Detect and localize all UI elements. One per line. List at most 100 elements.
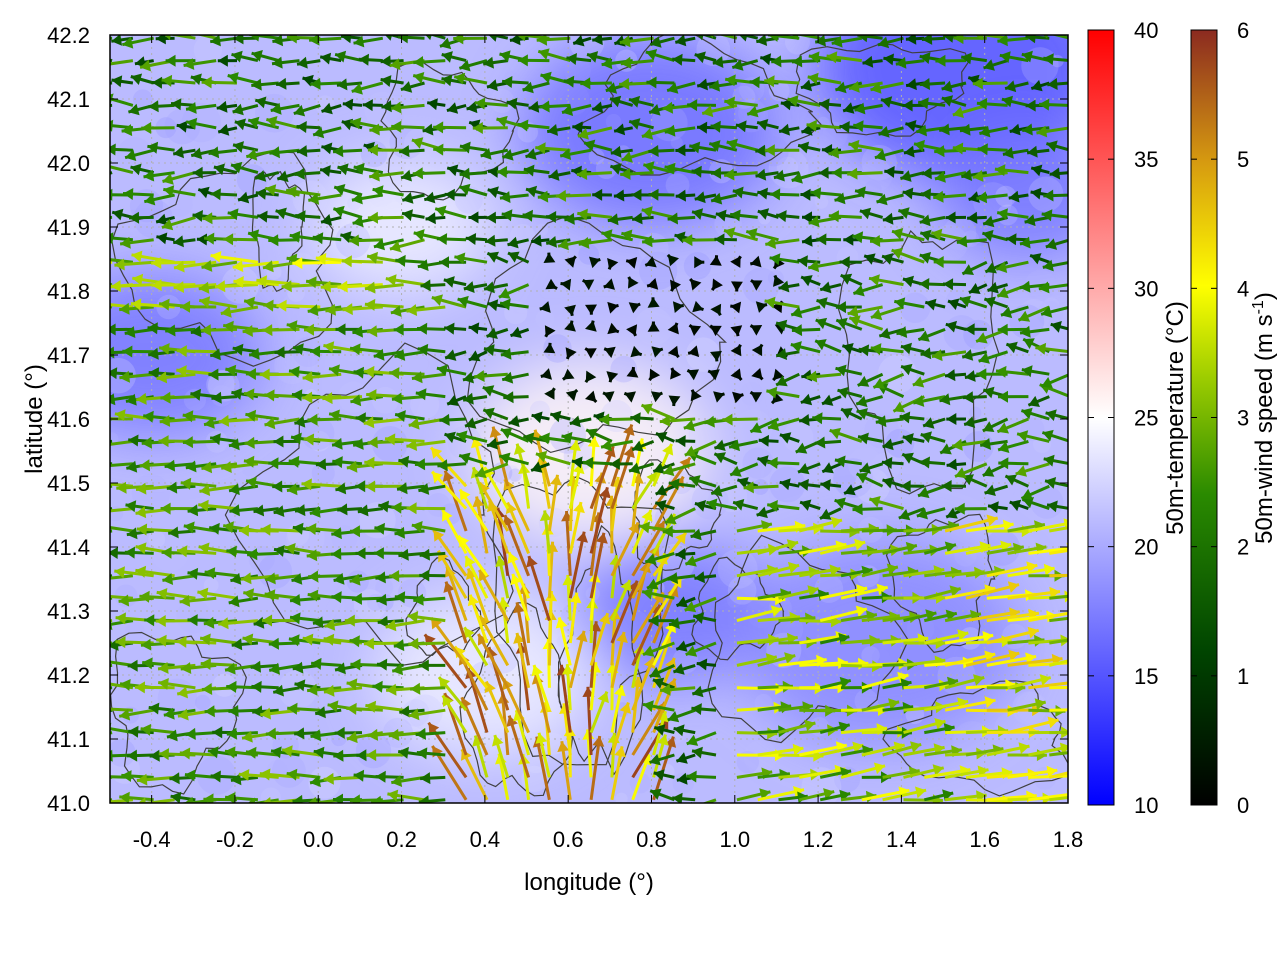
wind-arrow	[923, 789, 954, 802]
wind-arrow	[443, 276, 467, 288]
wind-arrow	[391, 775, 425, 787]
wind-arrow	[983, 296, 1009, 309]
wind-arrow	[755, 301, 768, 313]
wind-arrow	[903, 718, 946, 735]
wind-arrow	[433, 143, 467, 156]
wind-arrow	[840, 273, 863, 286]
wind-vectors	[110, 35, 1068, 803]
wind-arrow	[773, 169, 800, 182]
wind-arrow	[916, 124, 946, 137]
wind-arrow	[1049, 616, 1068, 623]
wind-arrow	[265, 727, 300, 740]
wind-arrow	[204, 567, 238, 580]
wind-arrow	[979, 125, 1008, 138]
wind-arrow	[767, 417, 800, 431]
wind-arrow	[260, 523, 300, 536]
wind-arrow	[531, 664, 551, 711]
wind-arrow	[557, 740, 572, 801]
wind-arrow	[110, 126, 113, 130]
heatmap-cell	[195, 694, 211, 711]
wind-arrow	[814, 339, 842, 354]
wind-arrow	[765, 237, 800, 249]
wind-arrow	[274, 346, 300, 359]
wind-arrow	[653, 769, 675, 781]
wind-arrow	[731, 281, 743, 292]
wind-arrow	[589, 486, 611, 554]
wind-arrow	[791, 171, 821, 184]
wind-arrow	[199, 633, 238, 646]
x-tick-label: 0.2	[386, 827, 417, 852]
wind-arrow	[522, 209, 550, 222]
wind-arrow	[418, 483, 446, 495]
wind-arrow	[198, 296, 238, 309]
wind-arrow	[308, 192, 342, 205]
wind-arrow	[667, 708, 696, 723]
wind-arrow	[621, 148, 655, 163]
wind-arrow	[410, 682, 446, 695]
wind-arrow	[1045, 409, 1068, 421]
wind-arrow	[351, 592, 383, 605]
wind-arrow	[135, 565, 175, 578]
wind-arrow	[439, 413, 467, 426]
y-tick-label: 41.0	[47, 791, 90, 816]
wind-arrow	[649, 753, 675, 766]
wind-arrow	[997, 323, 1029, 336]
wind-arrow	[309, 345, 342, 358]
wind-arrow	[294, 167, 321, 180]
wind-arrow	[732, 499, 759, 511]
wind-arrow	[162, 171, 196, 185]
wind-arrow	[512, 602, 531, 666]
wind-arrow	[1020, 407, 1050, 421]
wind-arrow	[147, 141, 175, 154]
wind-arrow	[482, 407, 509, 421]
wind-arrow	[602, 391, 615, 403]
wind-arrow	[585, 304, 597, 315]
wind-arrow	[610, 702, 632, 756]
wind-arrow	[535, 142, 571, 155]
wind-arrow	[757, 743, 804, 757]
wind-arrow	[668, 617, 696, 629]
wind-arrow	[583, 139, 613, 152]
wind-arrow	[675, 189, 696, 202]
y-tick-label: 41.6	[47, 407, 90, 432]
wind-arrow	[945, 211, 967, 224]
wind-arrow	[923, 585, 962, 600]
wind-arrow	[437, 459, 467, 472]
heatmap-cell	[375, 578, 394, 597]
wind-arrow	[1009, 499, 1029, 512]
wind-arrow	[668, 478, 696, 491]
wind-arrow	[691, 208, 717, 220]
wind-arrow	[180, 477, 217, 490]
x-tick-label: 1.0	[719, 827, 750, 852]
wind-arrow	[874, 148, 904, 161]
wind-arrow	[477, 569, 510, 622]
wind-arrow	[840, 407, 863, 421]
heatmap-cell	[1015, 691, 1048, 724]
wind-arrow	[1028, 611, 1068, 623]
wind-arrow	[806, 119, 842, 132]
wind-arrow	[664, 124, 696, 137]
wind-arrow	[334, 726, 363, 739]
wind-arrow	[459, 141, 488, 154]
wind-arrow	[584, 370, 597, 384]
wind-arrow	[406, 502, 446, 515]
heatmap-cell	[364, 91, 401, 128]
wind-arrow	[856, 408, 884, 421]
wind-arrow	[110, 482, 134, 488]
wind-arrow	[584, 347, 597, 359]
wind-arrow	[709, 255, 722, 266]
wind-arrow	[247, 548, 279, 561]
wind-arrow	[710, 192, 738, 205]
wind-arrow	[202, 212, 238, 225]
wind-arrow	[385, 274, 425, 287]
wind-arrow	[136, 773, 175, 786]
wind-arrow	[882, 541, 918, 555]
wind-arrow	[946, 458, 967, 471]
wind-arrow	[535, 450, 571, 466]
wind-arrow	[441, 509, 468, 555]
wind-arrow	[714, 233, 737, 246]
wind-arrow	[797, 141, 821, 154]
wind-arrow	[710, 120, 738, 133]
wind-arrow	[607, 322, 620, 335]
wind-arrow	[944, 631, 994, 645]
